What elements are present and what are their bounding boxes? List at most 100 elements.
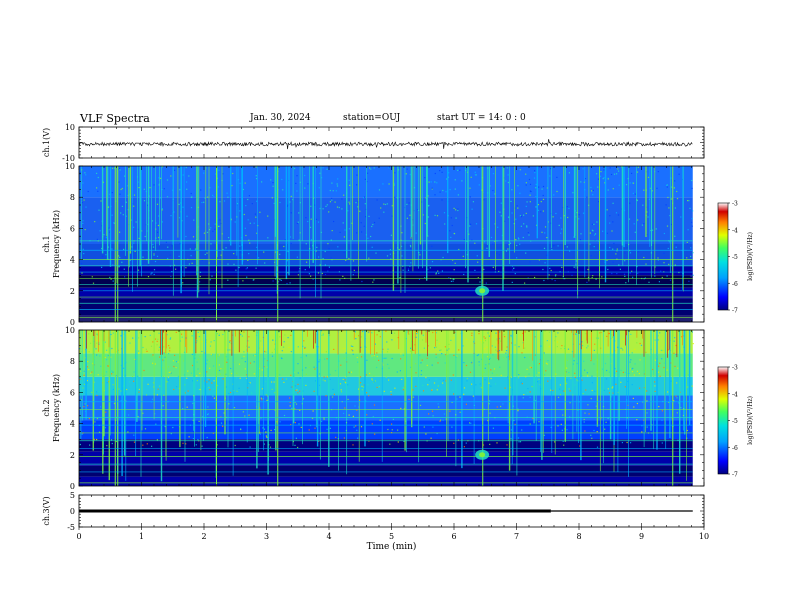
spectrum-speckle xyxy=(360,336,362,338)
spectrum-speckle xyxy=(319,384,321,386)
spectrum-speckle xyxy=(511,265,514,268)
spectrum-speckle xyxy=(284,239,286,241)
spectrum-speckle xyxy=(259,431,261,433)
spectrum-speckle xyxy=(582,393,584,395)
ytick-label: 5 xyxy=(70,491,75,500)
spectrum-speckle xyxy=(365,374,367,376)
spectrum-speckle xyxy=(272,185,274,187)
spectrum-speckle xyxy=(163,394,165,396)
spectrum-speckle xyxy=(171,271,173,273)
spectrum-speckle xyxy=(519,192,521,194)
spectrum-speckle xyxy=(584,348,586,350)
spectrum-band xyxy=(79,265,693,276)
spectrum-speckle xyxy=(270,179,272,181)
spectrum-speckle xyxy=(435,353,437,355)
spectrum-speckle xyxy=(546,237,548,239)
spectrum-speckle xyxy=(554,377,556,379)
spectrum-speckle xyxy=(584,412,586,414)
spectrum-speckle xyxy=(156,344,158,346)
spectrum-speckle xyxy=(125,201,127,203)
spectrum-speckle xyxy=(87,361,89,363)
spectrum-speckle xyxy=(677,439,679,441)
spectrum-speckle xyxy=(240,334,242,336)
spectrum-speckle xyxy=(572,192,574,194)
spectrum-speckle xyxy=(611,336,614,338)
spectrum-speckle xyxy=(481,341,483,343)
spectrum-speckle xyxy=(549,175,551,177)
spectrum-speckle xyxy=(318,187,320,189)
spectrum-speckle xyxy=(479,281,481,283)
spectrum-speckle xyxy=(569,402,571,404)
spectrum-speckle xyxy=(640,344,643,346)
spectrum-speckle xyxy=(373,279,375,281)
spectrum-speckle xyxy=(451,426,453,428)
spectrum-speckle xyxy=(427,205,429,207)
spectrum-speckle xyxy=(386,203,388,205)
spectrum-speckle xyxy=(519,441,522,443)
spectrum-speckle xyxy=(471,334,473,336)
spectrum-speckle xyxy=(390,393,392,396)
spectrum-speckle xyxy=(646,412,648,414)
spectrum-speckle xyxy=(499,366,501,368)
spectrum-speckle xyxy=(302,398,304,400)
spectrum-speckle xyxy=(356,336,358,338)
spectrum-speckle xyxy=(524,356,526,359)
spectrum-speckle xyxy=(613,242,615,245)
spectrum-speckle xyxy=(356,429,358,431)
spectrum-speckle xyxy=(634,231,636,233)
spectrum-speckle xyxy=(536,374,538,376)
spectrum-speckle xyxy=(581,379,583,381)
spectrum-speckle xyxy=(208,360,211,362)
spectrum-speckle xyxy=(511,189,513,191)
spectrum-speckle xyxy=(318,361,320,363)
spectrum-speckle xyxy=(120,400,122,402)
spectrum-speckle xyxy=(133,434,135,436)
spectrum-speckle xyxy=(89,444,91,446)
spectrum-speckle xyxy=(607,417,609,419)
spectrum-speckle xyxy=(674,264,676,266)
spectrum-speckle xyxy=(435,346,438,348)
spectrum-speckle xyxy=(279,343,281,345)
spectrum-speckle xyxy=(577,331,579,333)
spectrum-speckle xyxy=(636,199,638,202)
spectrum-speckle xyxy=(357,361,359,363)
spectrum-speckle xyxy=(529,261,531,263)
spectrum-speckle xyxy=(247,259,249,261)
spectrum-speckle xyxy=(174,264,176,266)
spectrum-speckle xyxy=(686,241,688,244)
spectrum-speckle xyxy=(286,260,288,262)
spectrum-speckle xyxy=(358,406,360,408)
spectrum-speckle xyxy=(325,395,327,397)
spectrum-speckle xyxy=(616,173,618,175)
spectrum-speckle xyxy=(650,229,652,232)
spectrum-speckle xyxy=(153,386,155,388)
spectrum-speckle xyxy=(175,367,177,369)
spectrum-speckle xyxy=(663,252,665,254)
spectrum-speckle xyxy=(583,374,585,376)
colorbar-label: log(PSD)(V²/Hz) xyxy=(747,396,754,445)
spectrum-speckle xyxy=(118,181,120,183)
spectrum-speckle xyxy=(680,216,682,218)
spectrum-speckle xyxy=(94,221,96,223)
spectrum-speckle xyxy=(322,379,324,381)
spectrum-speckle xyxy=(589,243,591,245)
spectrum-speckle xyxy=(580,233,582,235)
spectrum-speckle xyxy=(611,387,613,389)
spectrum-speckle xyxy=(159,356,161,358)
spectrum-speckle xyxy=(517,237,519,239)
spectrum-speckle xyxy=(574,376,576,378)
spectrum-speckle xyxy=(560,348,562,350)
spectrum-speckle xyxy=(304,187,306,189)
spectrum-speckle xyxy=(639,387,641,389)
spectrum-speckle xyxy=(394,332,396,334)
spectrum-speckle xyxy=(525,184,527,186)
spectrum-speckle xyxy=(566,379,568,381)
spectrum-speckle xyxy=(673,340,675,342)
spectrum-speckle xyxy=(317,346,319,348)
spectrum-speckle xyxy=(393,339,396,341)
date-label: Jan. 30, 2024 xyxy=(250,113,311,123)
spectrum-speckle xyxy=(618,264,620,266)
spectrum-speckle xyxy=(521,352,523,354)
spectrum-speckle xyxy=(587,404,589,406)
spectrum-speckle xyxy=(586,196,588,198)
